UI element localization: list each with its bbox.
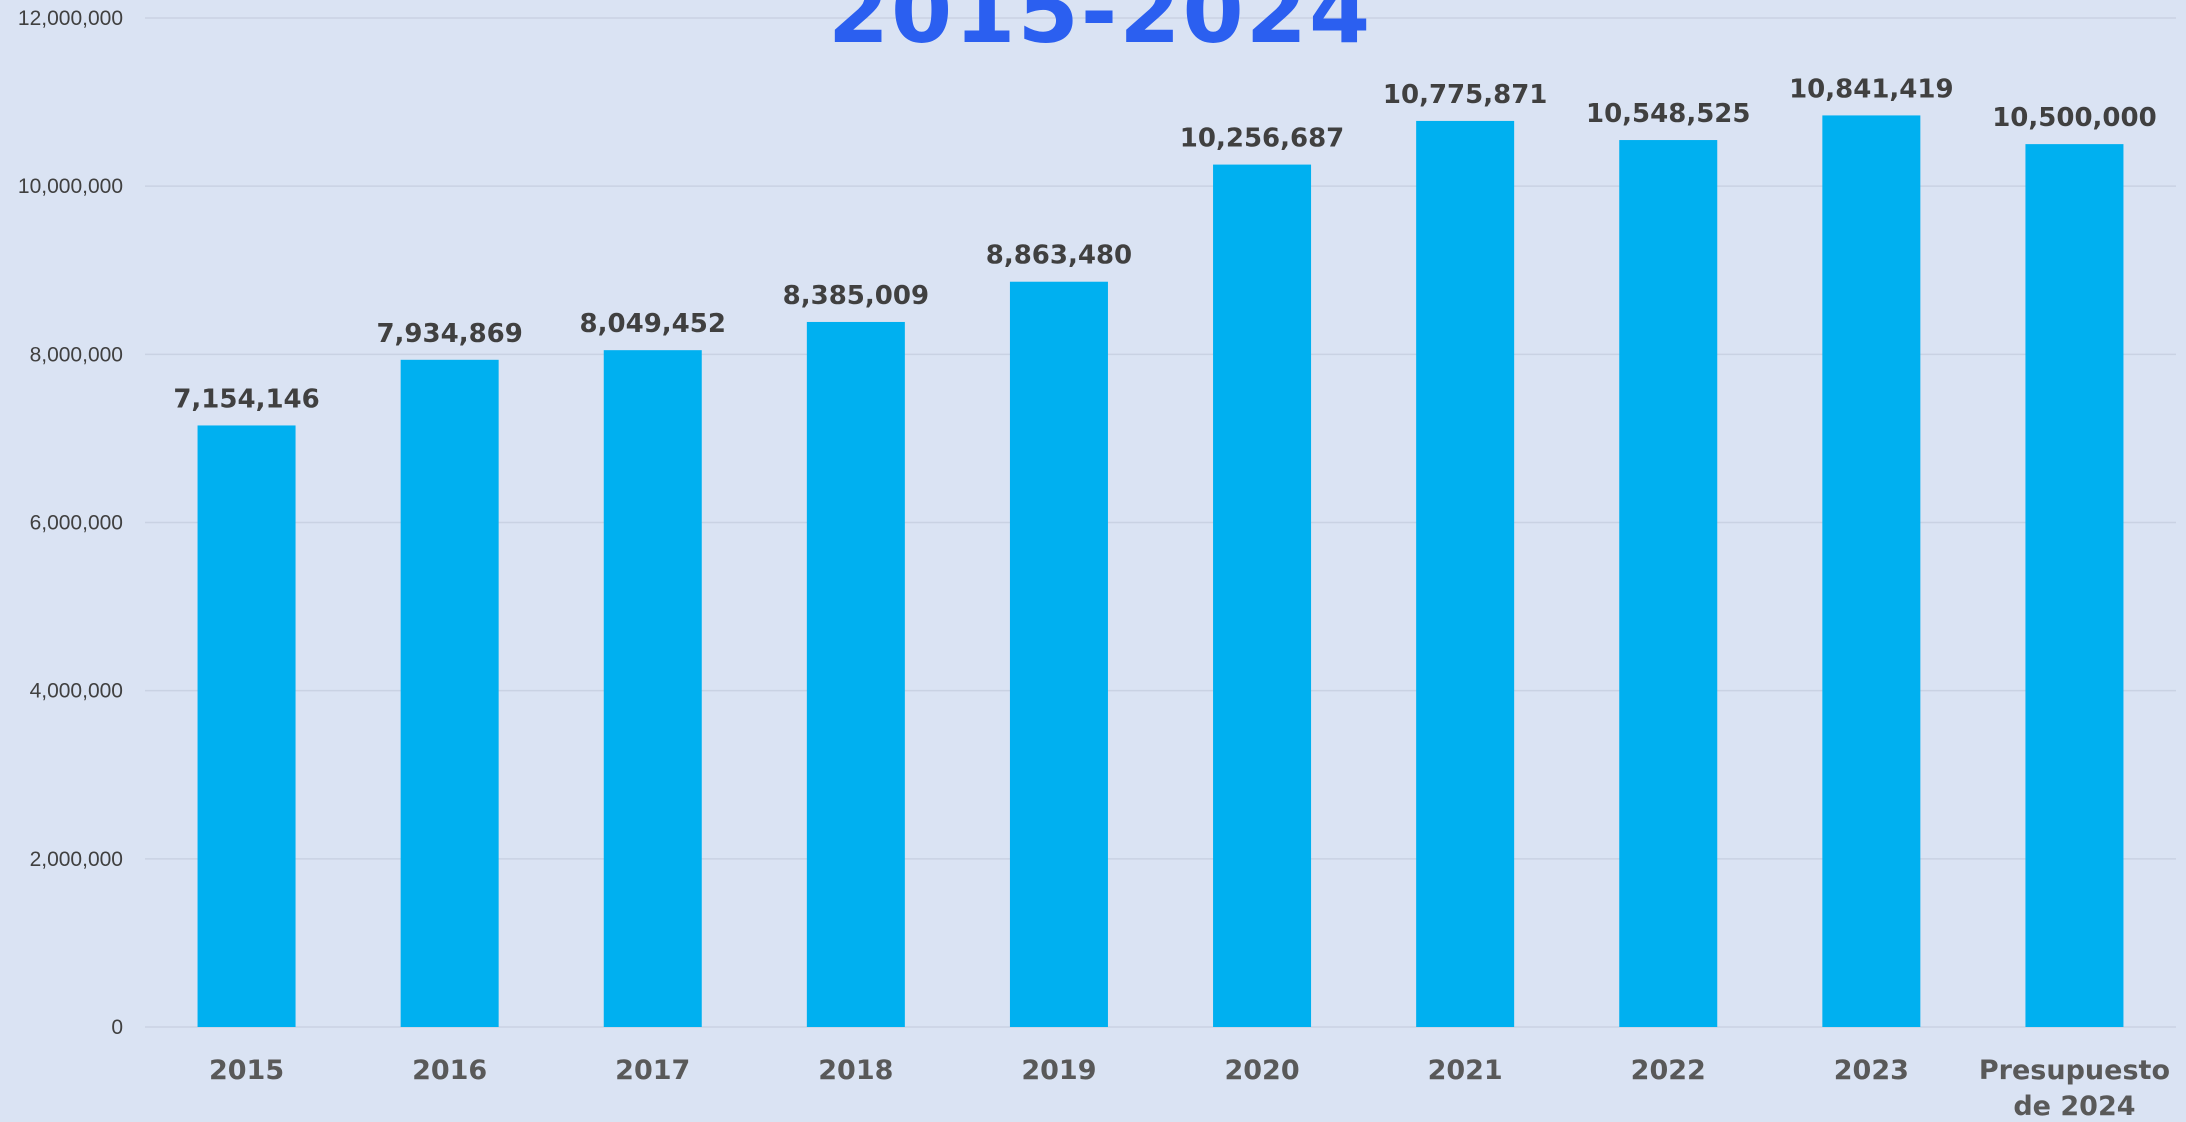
bar	[806, 321, 905, 1028]
x-tick-label-line: 2019	[1021, 1055, 1096, 1086]
y-tick-label: 8,000,000	[30, 343, 123, 366]
x-tick-label: 2017	[615, 1055, 690, 1086]
x-tick-label-line: 2020	[1224, 1055, 1299, 1086]
x-tick-label-line: 2017	[615, 1055, 690, 1086]
x-tick-label: 2020	[1224, 1055, 1299, 1086]
x-tick-label-line: 2023	[1834, 1055, 1909, 1086]
data-label: 10,548,525	[1586, 99, 1750, 129]
x-tick-label: 2022	[1631, 1055, 1706, 1086]
data-label: 10,500,000	[1992, 103, 2156, 133]
y-tick-label: 10,000,000	[18, 175, 123, 198]
data-label: 7,934,869	[376, 319, 522, 349]
bar	[400, 359, 499, 1027]
x-tick-label: 2018	[818, 1055, 893, 1086]
x-tick-label: 2021	[1428, 1055, 1503, 1086]
x-axis: 2015 2016 2017 2018 2019 2020 2021 2022 2023 Pres…	[209, 1055, 2170, 1122]
x-tick-label: Presupuesto de 2024	[1979, 1055, 2170, 1122]
x-tick-label-line: de 2024	[2013, 1091, 2135, 1122]
data-label: 8,049,452	[580, 309, 726, 339]
y-axis: 0 2,000,000 4,000,000 6,000,000 8,000,000 10,…	[18, 7, 123, 1039]
x-tick-label: 2019	[1021, 1055, 1096, 1086]
data-label: 10,256,687	[1180, 124, 1344, 154]
data-label: 10,775,871	[1383, 80, 1547, 110]
bar	[2025, 144, 2124, 1027]
bar	[1213, 164, 1312, 1028]
data-label: 10,841,419	[1789, 74, 1953, 104]
y-tick-label: 12,000,000	[18, 7, 123, 30]
bar	[1822, 115, 1921, 1027]
y-tick-label: 2,000,000	[30, 848, 123, 871]
bar	[603, 350, 702, 1027]
x-tick-label: 2023	[1834, 1055, 1909, 1086]
bar	[1416, 120, 1515, 1028]
chart-title: 2015-2024	[828, 0, 1372, 63]
bar	[197, 425, 296, 1027]
x-tick-label-line: 2018	[818, 1055, 893, 1086]
bar	[1009, 281, 1108, 1027]
x-tick-label-line: 2022	[1631, 1055, 1706, 1086]
x-tick-label-line: 2015	[209, 1055, 284, 1086]
bar	[1619, 140, 1718, 1027]
x-tick-label-line: Presupuesto	[1979, 1055, 2170, 1086]
x-tick-label-line: 2021	[1428, 1055, 1503, 1086]
bars	[197, 115, 2124, 1028]
data-label: 7,154,146	[173, 384, 319, 414]
x-tick-label-line: 2016	[412, 1055, 487, 1086]
y-tick-label: 0	[111, 1016, 123, 1039]
data-labels: 7,154,146 7,934,869 8,049,452 8,385,009 8,86…	[173, 74, 2156, 414]
y-tick-label: 4,000,000	[30, 680, 123, 703]
y-tick-label: 6,000,000	[30, 512, 123, 535]
x-tick-label: 2016	[412, 1055, 487, 1086]
data-label: 8,385,009	[783, 281, 929, 311]
data-label: 8,863,480	[986, 241, 1132, 271]
x-tick-label: 2015	[209, 1055, 284, 1086]
